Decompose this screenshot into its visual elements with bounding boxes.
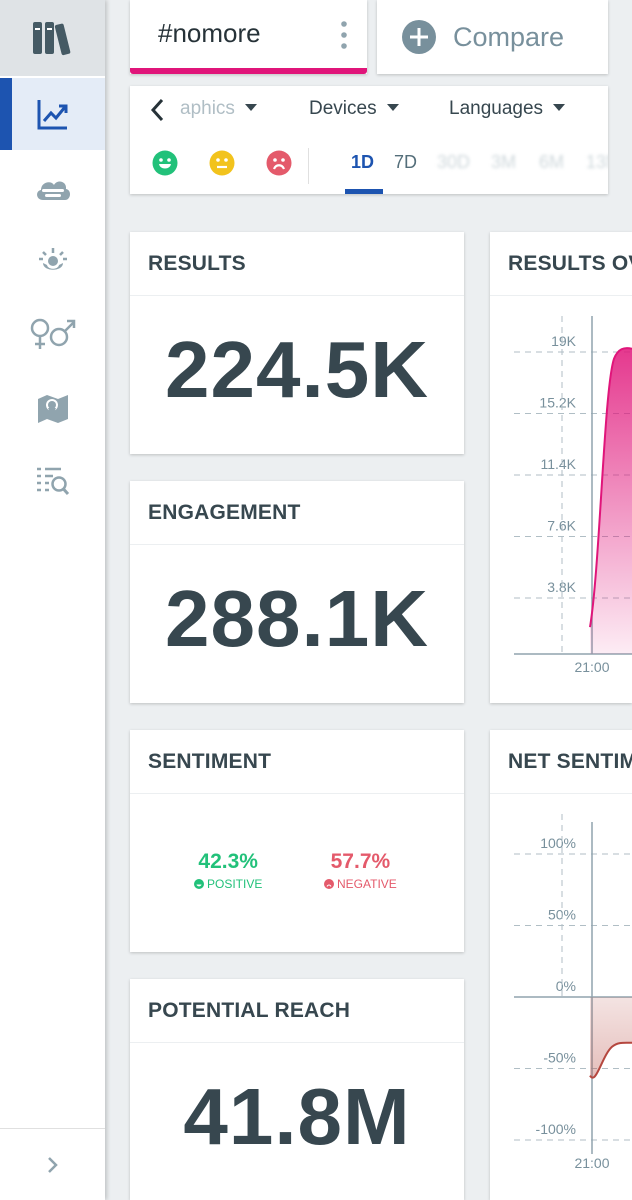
cloud-icon xyxy=(36,181,70,200)
filter-divider xyxy=(308,148,309,184)
compare-tab[interactable]: Compare xyxy=(377,0,608,74)
period-13m[interactable]: 13M xyxy=(586,152,608,172)
languages-dropdown-label: Languages xyxy=(449,98,544,119)
engagement-value: 288.1K xyxy=(165,574,429,663)
negative-label: NEGATIVE xyxy=(337,877,397,891)
y-tick-label: 0% xyxy=(556,978,576,994)
gender-icon xyxy=(30,318,75,349)
card-divider xyxy=(490,793,632,794)
positive-label: POSITIVE xyxy=(207,877,263,891)
reach-value: 41.8M xyxy=(183,1072,411,1161)
sentiment-card: SENTIMENT 42.3% POSITIVE 57.7% NEGATIVE xyxy=(130,730,464,952)
sidebar-item-mentions[interactable] xyxy=(0,444,105,516)
trending-chart-icon xyxy=(37,100,67,130)
x-tick-label: 21:00 xyxy=(574,659,609,675)
sentiment-card-title: SENTIMENT xyxy=(148,750,272,773)
y-tick-label: 15.2K xyxy=(539,395,576,411)
engagement-card: ENGAGEMENT 288.1K xyxy=(130,481,464,703)
map-icon xyxy=(37,395,68,423)
y-tick-label: 100% xyxy=(540,835,576,851)
y-tick-label: 3.8K xyxy=(547,579,576,595)
filter-periods: 1D 7D 30D 3M 6M 13M xyxy=(130,142,608,194)
net-sentiment-card: NET SENTIM 100% 50% 0% -50% -100% 21:00 xyxy=(490,730,632,1200)
results-card-title: RESULTS xyxy=(148,252,246,275)
list-search-icon xyxy=(36,467,69,496)
reach-card-title: POTENTIAL REACH xyxy=(148,999,351,1022)
sidebar-expand-button[interactable] xyxy=(0,1128,105,1200)
demographics-dropdown[interactable]: aphics xyxy=(180,98,257,120)
negative-share: 57.7% NEGATIVE xyxy=(324,850,397,891)
caret-down-icon xyxy=(386,104,399,111)
filter-dropdowns: aphics Devices Languages M xyxy=(130,86,608,134)
card-divider xyxy=(490,295,632,296)
positive-share: 42.3% POSITIVE xyxy=(194,850,262,891)
results-over-time-title: RESULTS OV xyxy=(508,252,632,275)
card-divider xyxy=(130,295,464,296)
sidebar-item-topics[interactable] xyxy=(0,152,105,224)
chevron-right-icon xyxy=(47,1156,58,1173)
card-divider xyxy=(130,793,464,794)
kebab-menu-icon[interactable] xyxy=(341,20,347,50)
compare-tab-label: Compare xyxy=(453,21,565,52)
sidebar-item-gender[interactable] xyxy=(0,298,105,370)
net-sentiment-chart: 100%50%0%-50%-100%21:00 xyxy=(514,814,632,1171)
devices-dropdown[interactable]: Devices xyxy=(309,98,399,120)
caret-down-icon xyxy=(553,104,566,111)
positive-value: 42.3% xyxy=(198,850,258,873)
results-value: 224.5K xyxy=(165,325,429,414)
net-sentiment-title: NET SENTIM xyxy=(508,750,632,773)
positive-face-icon[interactable] xyxy=(152,150,178,176)
card-divider xyxy=(130,544,464,545)
demographics-dropdown-label: aphics xyxy=(180,98,235,119)
sidebar-item-library[interactable] xyxy=(0,0,105,76)
series-line xyxy=(589,347,632,628)
results-card: RESULTS 224.5K xyxy=(130,232,464,454)
influencer-icon xyxy=(38,248,67,270)
sidebar-item-overview[interactable] xyxy=(0,78,105,150)
filters-panel: aphics Devices Languages M 1D 7D xyxy=(130,86,608,194)
active-period-indicator xyxy=(345,189,383,194)
negative-face-icon xyxy=(324,879,334,889)
devices-dropdown-label: Devices xyxy=(309,98,377,119)
sidebar-item-map[interactable] xyxy=(0,372,105,444)
period-30d[interactable]: 30D xyxy=(437,152,471,172)
series-area xyxy=(590,348,632,654)
topic-tab-indicator xyxy=(130,68,367,74)
topic-tab-label: #nomore xyxy=(158,18,261,48)
period-3m[interactable]: 3M xyxy=(491,152,517,172)
negative-label-row: NEGATIVE xyxy=(324,877,397,891)
y-tick-label: -50% xyxy=(543,1050,576,1066)
topic-tab[interactable]: #nomore xyxy=(130,0,367,74)
y-tick-label: 19K xyxy=(551,333,577,349)
neutral-face-icon[interactable] xyxy=(209,150,235,176)
period-7d[interactable]: 7D xyxy=(394,152,418,172)
period-6m[interactable]: 6M xyxy=(539,152,565,172)
reach-card: POTENTIAL REACH 41.8M xyxy=(130,979,464,1200)
y-tick-label: -100% xyxy=(536,1121,576,1137)
sidebar xyxy=(0,0,105,1200)
chevron-left-icon[interactable] xyxy=(146,96,168,124)
series-line xyxy=(589,1041,632,1079)
languages-dropdown[interactable]: Languages xyxy=(449,98,566,120)
engagement-card-title: ENGAGEMENT xyxy=(148,501,301,524)
sidebar-item-influencers[interactable] xyxy=(0,226,105,298)
books-icon xyxy=(32,22,70,56)
positive-face-icon xyxy=(194,879,204,889)
y-tick-label: 11.4K xyxy=(540,456,576,472)
negative-face-icon[interactable] xyxy=(266,150,292,176)
period-1d[interactable]: 1D xyxy=(351,152,375,172)
series-area xyxy=(590,997,632,1078)
negative-value: 57.7% xyxy=(330,850,391,873)
add-circle-icon xyxy=(402,20,436,54)
results-over-time-card: RESULTS OV 19K 15.2K 11.4K 7.6K 3.8K 21:00 xyxy=(490,232,632,703)
card-divider xyxy=(130,1042,464,1043)
caret-down-icon xyxy=(244,104,257,111)
x-tick-label: 21:00 xyxy=(574,1155,609,1171)
positive-label-row: POSITIVE xyxy=(194,877,262,891)
